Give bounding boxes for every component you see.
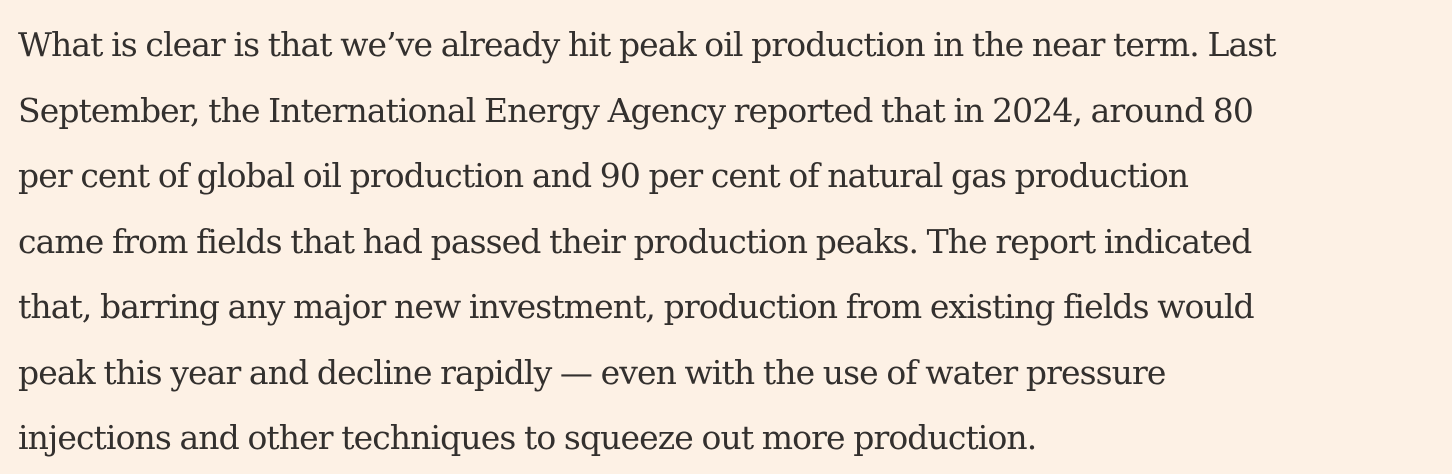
paragraph-line: came from fields that had passed their p… — [18, 221, 1252, 261]
article-paragraph: What is clear is that we’ve already hit … — [18, 12, 1438, 471]
paragraph-line: peak this year and decline rapidly — eve… — [18, 352, 1166, 392]
paragraph-line: that, barring any major new investment, … — [18, 287, 1255, 326]
paragraph-line: What is clear is that we’ve already hit … — [18, 25, 1277, 64]
paragraph-line: injections and other techniques to squee… — [18, 418, 1037, 457]
paragraph-line: September, the International Energy Agen… — [18, 90, 1254, 130]
paragraph-line: per cent of global oil production and 90… — [18, 156, 1189, 195]
